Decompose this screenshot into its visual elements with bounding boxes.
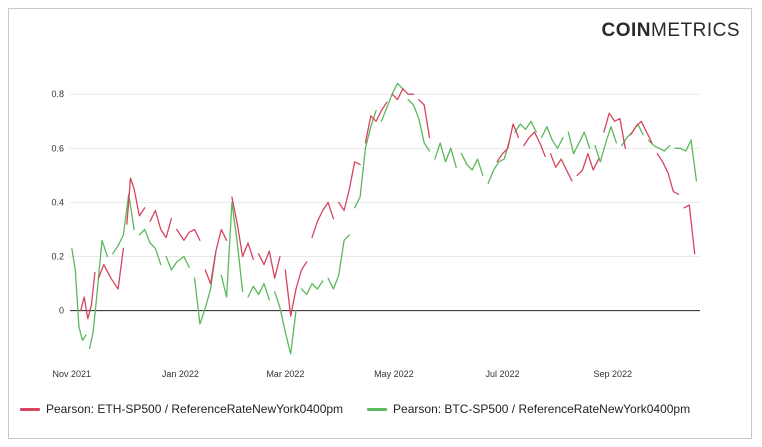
x-tick-label: May 2022 [374, 369, 414, 379]
y-axis-ticks: 0 0.2 0.4 0.6 0.8 [51, 89, 64, 315]
x-axis-ticks: Nov 2021 Jan 2022 Mar 2022 May 2022 Jul 2022… [53, 369, 633, 379]
y-tick-label: 0.4 [51, 197, 64, 207]
gridlines [70, 93, 700, 312]
x-tick-label: Sep 2022 [594, 369, 633, 379]
logo-bold-text: COIN [601, 20, 651, 41]
y-tick-label: 0.2 [51, 252, 64, 262]
x-tick-label: Nov 2021 [53, 369, 92, 379]
y-tick-label: 0 [59, 306, 64, 316]
x-tick-label: Jan 2022 [162, 369, 199, 379]
series-line-eth [496, 112, 696, 255]
legend-label-eth: Pearson: ETH-SP500 / ReferenceRateNewYor… [46, 402, 344, 416]
x-tick-label: Mar 2022 [266, 369, 304, 379]
legend-item-btc[interactable]: Pearson: BTC-SP500 / ReferenceRateNewYor… [367, 402, 690, 416]
coinmetrics-logo: COINMETRICS [602, 20, 741, 42]
legend: Pearson: ETH-SP500 / ReferenceRateNewYor… [20, 402, 690, 416]
x-tick-label: Jul 2022 [485, 369, 519, 379]
y-tick-label: 0.8 [51, 89, 64, 99]
series-lines [71, 82, 698, 355]
chart-frame [8, 8, 752, 439]
legend-label-btc: Pearson: BTC-SP500 / ReferenceRateNewYor… [393, 402, 691, 416]
logo-light-text: METRICS [651, 20, 740, 41]
legend-swatch-btc [367, 407, 388, 411]
series-line-btc [71, 82, 431, 355]
y-tick-label: 0.6 [51, 143, 64, 153]
legend-item-eth[interactable]: Pearson: ETH-SP500 / ReferenceRateNewYor… [20, 402, 343, 416]
series-line-btc [434, 120, 698, 185]
series-line-eth [80, 88, 431, 320]
correlation-line-chart: 0 0.2 0.4 0.6 0.8 Nov 2021 Jan 2022 Mar 2022 Ma… [51, 82, 700, 379]
legend-swatch-eth [20, 407, 40, 411]
